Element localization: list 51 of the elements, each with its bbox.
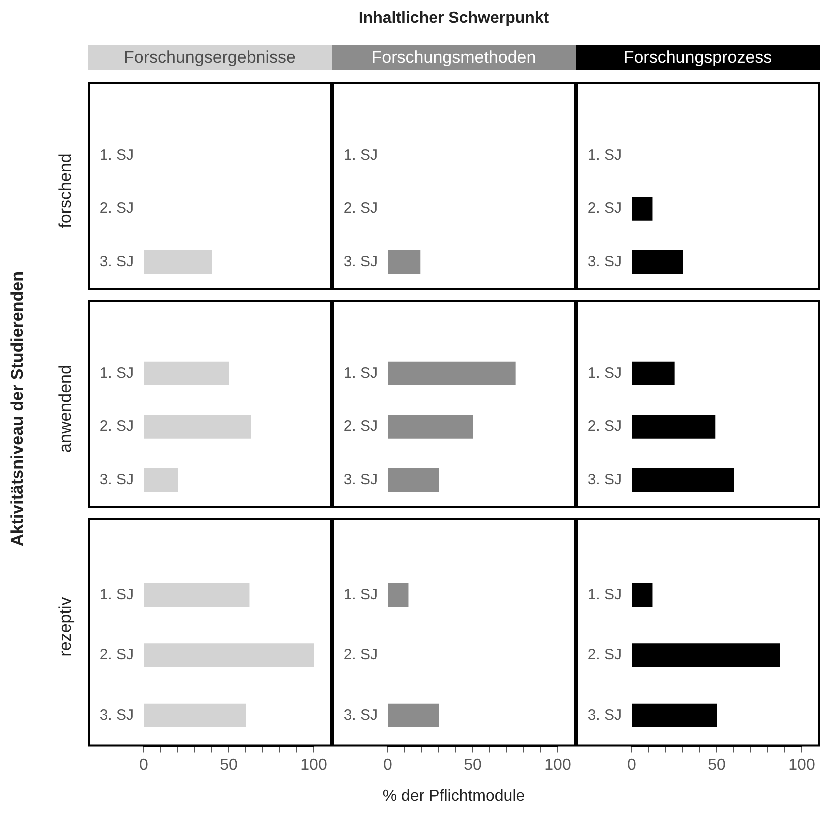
- bar: [144, 644, 314, 668]
- x-axis-title: % der Pflichtmodule: [382, 788, 526, 806]
- y-tick-label: 1. SJ: [100, 586, 134, 604]
- chart-title: Forschungsprozess: [576, 45, 820, 70]
- y-tick-label: 2. SJ: [100, 200, 134, 218]
- text: Aktivitätsniveau der Studierenden: [8, 272, 28, 546]
- x-tick-label: 50: [220, 756, 238, 774]
- bar: [632, 704, 718, 728]
- x-tick-label: 100: [788, 756, 816, 774]
- y-tick-label: 1. SJ: [344, 364, 378, 382]
- chart-title: Forschungsergebnisse: [88, 45, 332, 70]
- x-tick-label: 100: [300, 756, 328, 774]
- y-tick-label: 3. SJ: [100, 253, 134, 270]
- y-tick-label: 3. SJ: [344, 471, 378, 488]
- y-tick-label: 2. SJ: [100, 418, 134, 436]
- text: Inhaltlicher Schwerpunkt: [358, 10, 550, 28]
- y-axis-title: rezeptiv: [56, 597, 76, 657]
- y-tick-label: 2. SJ: [344, 418, 378, 436]
- y-tick-label: 1. SJ: [100, 146, 134, 164]
- y-tick-label: 3. SJ: [100, 471, 134, 488]
- chart-title: Forschungsmethoden: [332, 45, 576, 70]
- y-tick-label: 1. SJ: [100, 364, 134, 382]
- bar: [632, 644, 780, 668]
- y-axis-title: forschend: [56, 154, 76, 228]
- y-tick-label: 1. SJ: [344, 586, 378, 604]
- x-tick-label: 0: [384, 756, 393, 774]
- y-tick-label: 3. SJ: [344, 253, 378, 270]
- x-tick-label: 0: [628, 756, 637, 774]
- y-tick-label: 2. SJ: [588, 646, 622, 664]
- y-tick-label: 1. SJ: [588, 364, 622, 382]
- bar: [144, 583, 250, 607]
- y-axis-title: anwendend: [56, 365, 76, 453]
- y-tick-label: 3. SJ: [588, 253, 622, 270]
- y-tick-label: 2. SJ: [344, 646, 378, 664]
- y-tick-label: 2. SJ: [588, 418, 622, 436]
- x-tick-label: 100: [544, 756, 572, 774]
- bar: [144, 704, 246, 728]
- x-tick-label: 50: [464, 756, 482, 774]
- bar: [632, 583, 653, 607]
- x-tick-label: 50: [708, 756, 726, 774]
- y-tick-label: 1. SJ: [588, 146, 622, 164]
- y-tick-label: 3. SJ: [588, 471, 622, 488]
- y-tick-label: 2. SJ: [100, 646, 134, 664]
- y-tick-label: 2. SJ: [588, 200, 622, 218]
- y-tick-label: 3. SJ: [100, 706, 134, 724]
- y-tick-label: 2. SJ: [344, 200, 378, 218]
- y-tick-label: 1. SJ: [588, 586, 622, 604]
- y-tick-label: 3. SJ: [588, 706, 622, 724]
- y-tick-label: 1. SJ: [344, 146, 378, 164]
- y-tick-label: 3. SJ: [344, 706, 378, 724]
- x-tick-label: 0: [140, 756, 149, 774]
